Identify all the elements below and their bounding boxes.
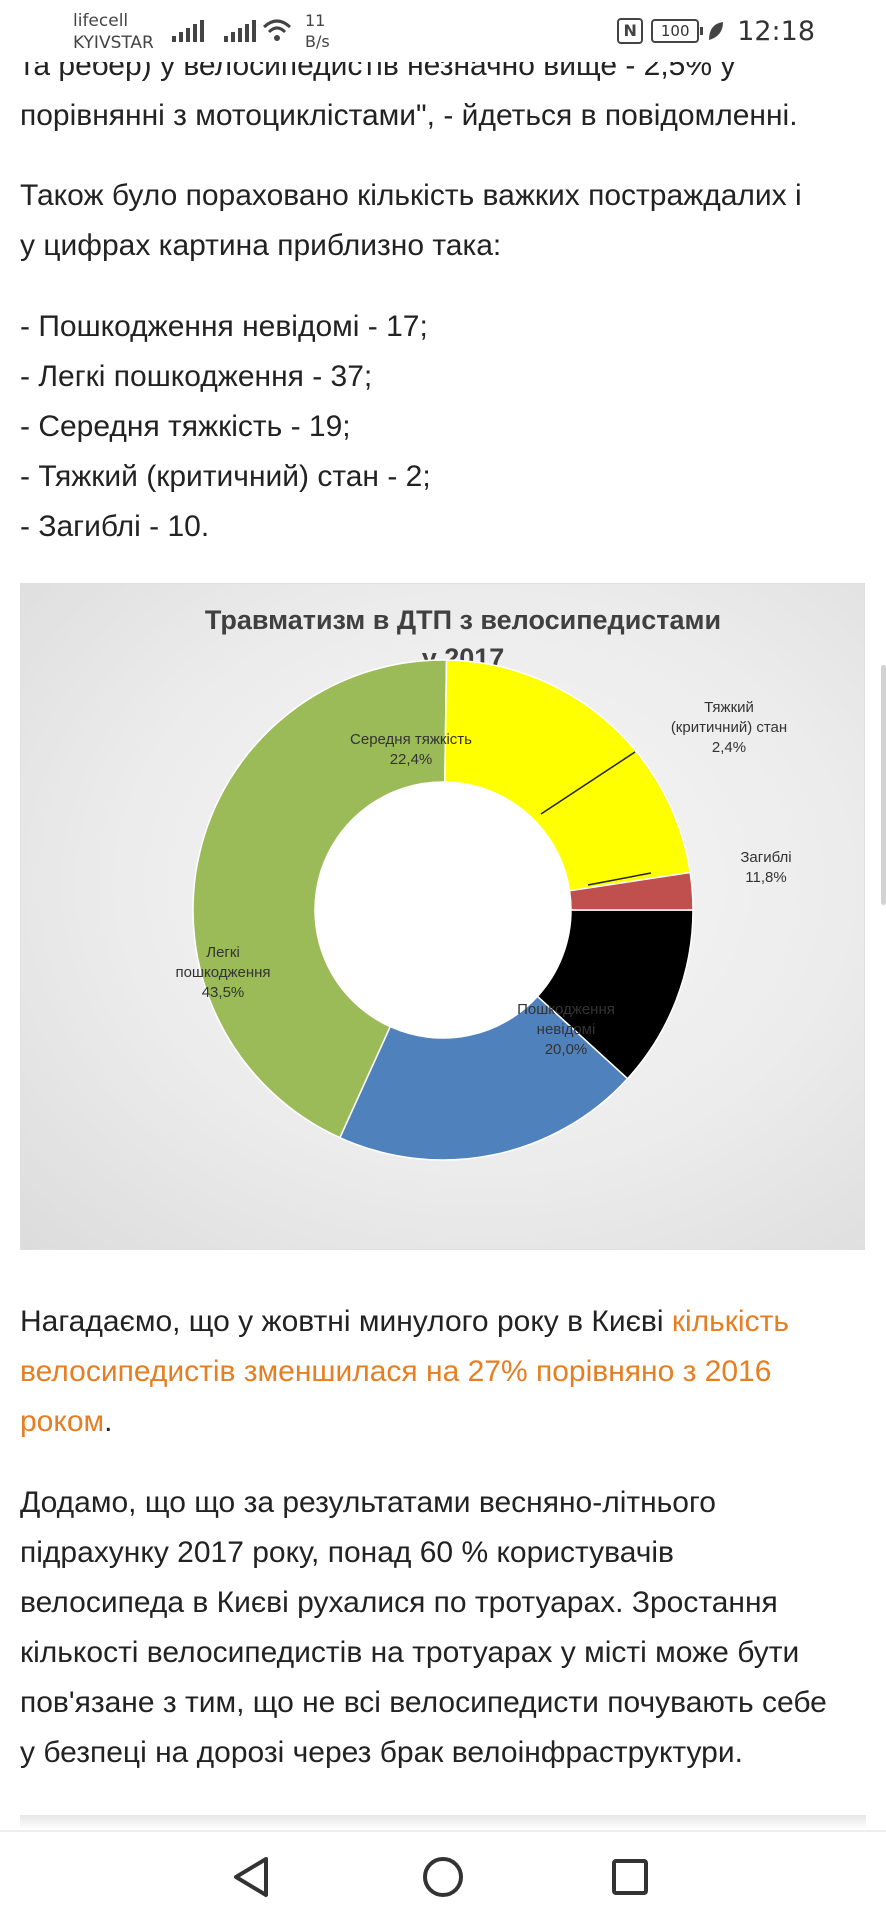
- list-item: - Тяжкий (критичний) стан - 2;: [20, 460, 431, 493]
- carrier-2: KYIVSTAR: [73, 33, 154, 53]
- signal-icon-2: [224, 20, 256, 42]
- slice-category-label: (критичний) стан: [671, 719, 787, 736]
- paragraph-3-line-2: велосипедистів зменшилася на 27% порівня…: [20, 1347, 866, 1397]
- leaf-icon: [709, 22, 724, 40]
- slice-category-label: Тяжкий: [704, 699, 754, 716]
- carrier-1: lifecell: [73, 11, 129, 31]
- slice-category-label: Загиблі: [740, 849, 791, 866]
- paragraph-4-line: велосипеда в Києві рухалися по тротуарах…: [20, 1586, 778, 1619]
- paragraph-4-line: підрахунку 2017 року, понад 60 % користу…: [20, 1536, 674, 1569]
- status-right: N 100 12:18: [617, 15, 815, 47]
- chart-title: Травматизм в ДТП з велосипедистами: [205, 605, 721, 635]
- slice-value-label: 43,5%: [202, 984, 245, 1001]
- donut-hole: [315, 782, 571, 1038]
- back-icon[interactable]: [222, 1847, 282, 1907]
- status-bar: lifecell KYIVSTAR 11 B/s N 100 12:18: [0, 0, 886, 62]
- wifi-icon: [262, 19, 292, 41]
- speed-unit: B/s: [305, 32, 330, 51]
- carrier-labels: lifecell KYIVSTAR: [73, 10, 154, 54]
- slice-category-label: Середня тяжкість: [350, 731, 472, 748]
- paragraph-4-line: у безпеці на дорозі через брак велоінфра…: [20, 1736, 743, 1769]
- list-item: - Пошкодження невідомі - 17;: [20, 310, 428, 343]
- paragraph-3-line-1: Нагадаємо, що у жовтні минулого року в К…: [20, 1297, 866, 1347]
- paragraph-3-end: .: [104, 1405, 113, 1438]
- slice-category-label: Легкі: [206, 944, 240, 961]
- chart-image: Травматизм в ДТП з велосипедистами у 201…: [20, 583, 865, 1250]
- slice-category-label: Пошкодження: [517, 1001, 615, 1018]
- paragraph-1-end: порівнянні з мотоциклістами", - йдеться …: [20, 99, 798, 132]
- scrollbar-thumb[interactable]: [881, 665, 886, 905]
- clock: 12:18: [737, 15, 815, 47]
- leader-line: [587, 872, 652, 886]
- leader-line: [540, 751, 636, 815]
- article-link[interactable]: кількість: [671, 1305, 789, 1338]
- nfc-icon: N: [617, 18, 644, 44]
- paragraph-2-line-1: Також було пораховано кількість важких п…: [20, 179, 802, 212]
- donut-slice: [338, 995, 629, 1161]
- recents-icon[interactable]: [600, 1847, 660, 1907]
- donut-chart: Травматизм в ДТП з велосипедистами у 201…: [175, 605, 792, 1161]
- home-icon[interactable]: [413, 1847, 473, 1907]
- list-item: - Легкі пошкодження - 37;: [20, 360, 373, 393]
- signal-icon: [172, 20, 204, 42]
- slice-value-label: 2,4%: [712, 739, 746, 756]
- slice-value-label: 20,0%: [545, 1041, 588, 1058]
- paragraph-4-line: кількості велосипедистів на тротуарах у …: [20, 1636, 800, 1669]
- slice-value-label: 11,8%: [745, 869, 786, 886]
- slice-category-label: пошкодження: [175, 964, 270, 981]
- speed-value: 11: [305, 11, 326, 30]
- battery-icon: 100: [651, 19, 704, 43]
- paragraph-3-text: Нагадаємо, що у жовтні минулого року в К…: [20, 1305, 672, 1338]
- paragraph-3-line-3: роком.: [20, 1397, 866, 1447]
- next-paragraph-fade: [20, 1815, 866, 1829]
- paragraph-2-line-2: у цифрах картина приблизно така:: [20, 229, 502, 262]
- network-speed: 11 B/s: [305, 10, 330, 52]
- paragraph-4-line: пов'язане з тим, що не всі велосипедисти…: [20, 1686, 827, 1719]
- paragraph-4-line: Додамо, що що за результатами весняно-лі…: [20, 1486, 716, 1519]
- navigation-bar: [0, 1830, 886, 1922]
- list-item: - Загиблі - 10.: [20, 510, 210, 543]
- slice-value-label: 22,4%: [390, 751, 433, 768]
- list-item: - Середня тяжкість - 19;: [20, 410, 351, 443]
- article-link[interactable]: роком: [20, 1405, 105, 1438]
- slice-category-label: невідомі: [537, 1021, 596, 1038]
- article-link[interactable]: велосипедистів зменшилася на 27% порівня…: [20, 1355, 772, 1388]
